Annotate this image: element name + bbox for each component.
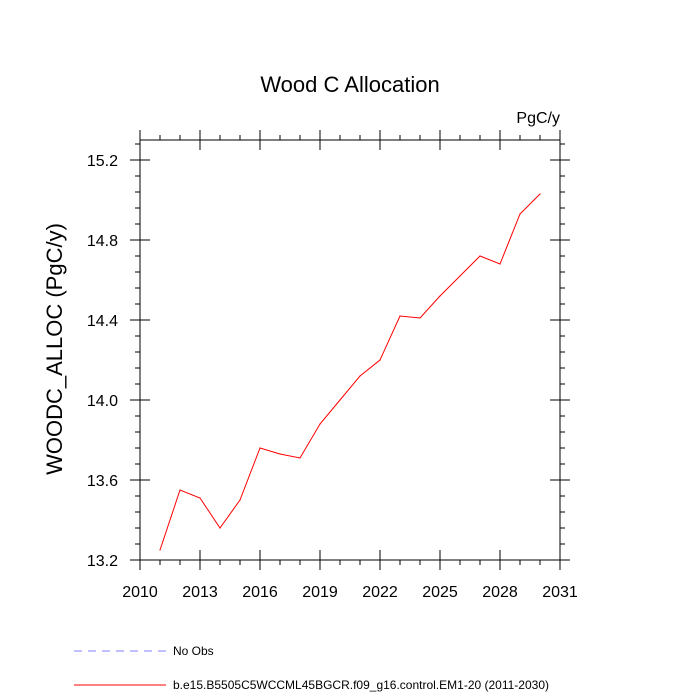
data-point [259,447,261,449]
data-point [379,359,381,361]
x-tick-label: 2016 [242,584,278,601]
legend: No Obs b.e15.B5505C5WCCML45BGCR.f09_g16.… [74,644,549,692]
series-line [159,193,541,551]
y-tick-label: 14.4 [87,313,118,330]
data-point [519,213,521,215]
data-point [179,489,181,491]
plot-frame [139,139,561,561]
legend-label-model: b.e15.B5505C5WCCML45BGCR.f09_g16.control… [173,678,549,692]
y-tick-label: 14.0 [87,393,118,410]
data-point [159,549,161,551]
data-point [399,315,401,317]
x-tick-label: 2028 [482,584,518,601]
x-tick-label: 2019 [302,584,338,601]
data-point [239,499,241,501]
x-tick-label: 2010 [122,584,158,601]
chart-title: Wood C Allocation [260,72,439,97]
data-point [439,295,441,297]
series-group [159,193,541,551]
data-point [359,375,361,377]
axis-ticks [130,130,570,570]
y-axis-label: WOODC_ALLOC (PgC/y) [42,223,67,475]
data-point [479,255,481,257]
data-point [459,275,461,277]
axis-tick-labels: 2010 2013 2016 2019 2022 2025 2028 2031 13.2 13.6… [87,153,578,601]
data-point [299,457,301,459]
data-point [219,527,221,529]
x-tick-label: 2022 [362,584,398,601]
data-point [539,193,541,195]
data-point [279,453,281,455]
data-point [319,423,321,425]
data-point [419,317,421,319]
data-point [499,263,501,265]
x-tick-label: 2013 [182,584,218,601]
x-tick-label: 2031 [542,584,578,601]
units-label: PgC/y [516,110,560,127]
x-tick-label: 2025 [422,584,458,601]
y-tick-label: 13.2 [87,553,118,570]
data-point [199,497,201,499]
y-tick-label: 13.6 [87,473,118,490]
data-point [339,399,341,401]
legend-label-no-obs: No Obs [173,644,214,658]
y-tick-label: 14.8 [87,233,118,250]
y-tick-label: 15.2 [87,153,118,170]
